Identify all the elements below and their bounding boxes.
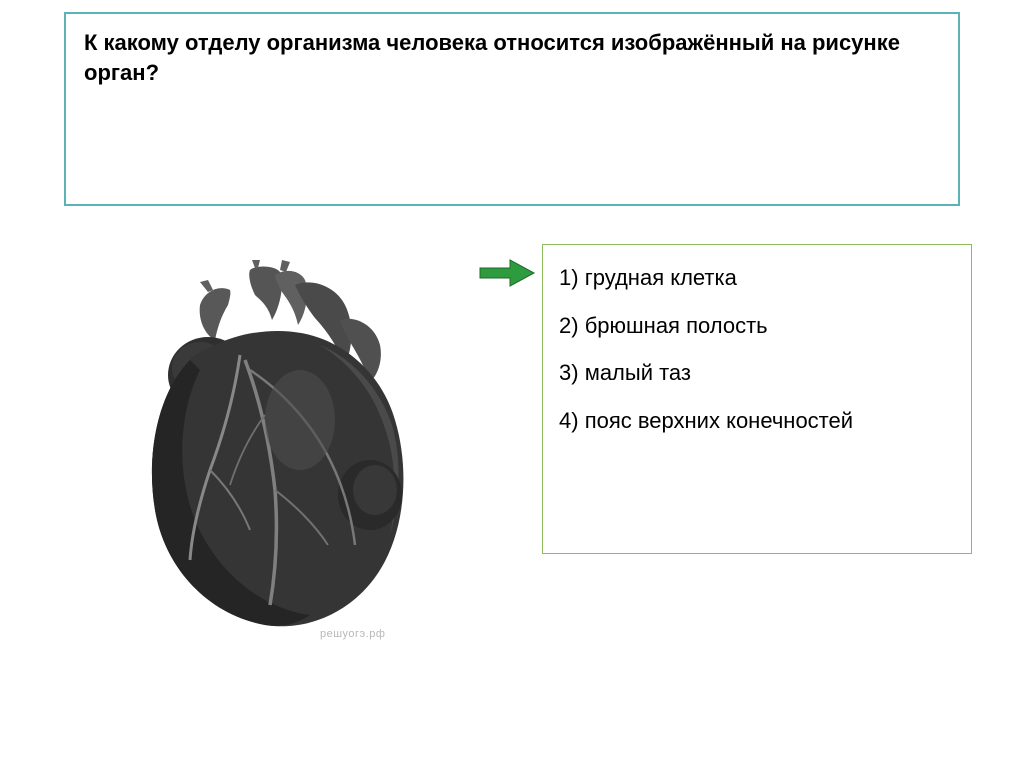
heart-organ-image: [100, 260, 440, 640]
answer-text: пояс верхних конечностей: [585, 408, 853, 433]
answer-option-4: 4) пояс верхних конечностей: [559, 406, 955, 436]
watermark-text: решуогэ.рф: [320, 628, 385, 640]
answer-text: грудная клетка: [585, 265, 737, 290]
answer-option-1: 1) грудная клетка: [559, 263, 955, 293]
correct-answer-arrow-icon: [478, 258, 536, 288]
answers-box: 1) грудная клетка 2) брюшная полость 3) …: [542, 244, 972, 554]
question-box: К какому отделу организма человека относ…: [64, 12, 960, 206]
answer-number: 2): [559, 313, 579, 338]
question-text: К какому отделу организма человека относ…: [84, 28, 940, 87]
answer-number: 3): [559, 360, 579, 385]
answer-text: малый таз: [585, 360, 691, 385]
answer-number: 4): [559, 408, 579, 433]
answer-text: брюшная полость: [585, 313, 768, 338]
answer-option-3: 3) малый таз: [559, 358, 955, 388]
answer-option-2: 2) брюшная полость: [559, 311, 955, 341]
answer-number: 1): [559, 265, 579, 290]
